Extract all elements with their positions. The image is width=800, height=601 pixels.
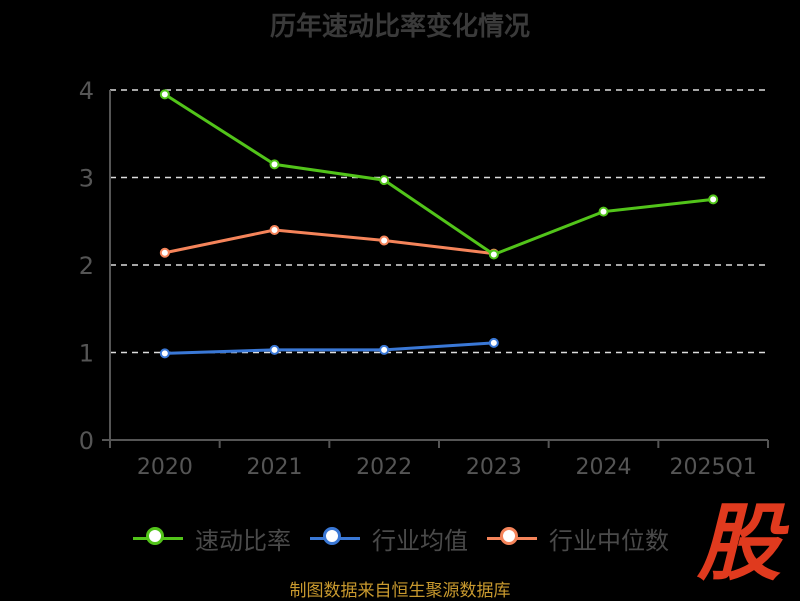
legend-item-industry-mean[interactable]: 行业均值 bbox=[310, 518, 468, 558]
legend-swatch bbox=[487, 526, 537, 545]
data-point bbox=[488, 249, 499, 260]
chart-title: 历年速动比率变化情况 bbox=[269, 12, 530, 42]
legend-item-industry-median[interactable]: 行业中位数 bbox=[487, 518, 669, 558]
series-line bbox=[164, 93, 714, 256]
axes: 0 1 2 3 4 2020 2021 2022 2023 2024 2025Q1 bbox=[79, 77, 769, 480]
y-tick-label: 0 bbox=[79, 427, 94, 455]
legend-marker bbox=[500, 526, 518, 545]
data-point bbox=[159, 348, 170, 359]
data-point bbox=[379, 344, 390, 355]
legend-swatch bbox=[310, 526, 360, 545]
x-tick-label: 2022 bbox=[356, 455, 412, 480]
data-point bbox=[269, 225, 280, 235]
legend-swatch bbox=[133, 526, 183, 545]
x-tick-label: 2021 bbox=[247, 455, 303, 480]
brand-logo: 股 bbox=[696, 494, 781, 592]
data-point bbox=[159, 89, 170, 100]
data-point bbox=[269, 159, 280, 170]
series-line bbox=[164, 341, 494, 355]
y-tick-label: 4 bbox=[79, 77, 94, 105]
y-tick-label: 1 bbox=[79, 340, 94, 368]
source-note: 制图数据来自恒生聚源数据库 bbox=[289, 581, 511, 601]
data-point bbox=[269, 344, 280, 355]
x-tick-label: 2020 bbox=[137, 455, 193, 480]
y-tick-label: 3 bbox=[79, 165, 94, 193]
grid-lines bbox=[110, 89, 768, 354]
x-tick-label: 2025Q1 bbox=[670, 455, 757, 480]
data-point bbox=[379, 175, 390, 186]
data-point bbox=[708, 194, 719, 205]
data-point bbox=[379, 235, 390, 246]
legend-label: 行业均值 bbox=[372, 526, 468, 555]
legend-marker bbox=[146, 526, 164, 545]
legend-item-quick-ratio[interactable]: 速动比率 bbox=[133, 518, 291, 558]
series-lines bbox=[159, 89, 719, 359]
legend-label: 行业中位数 bbox=[549, 526, 669, 555]
legend-label: 速动比率 bbox=[195, 526, 291, 555]
x-tick-label: 2023 bbox=[466, 455, 522, 480]
data-point bbox=[159, 247, 170, 258]
data-point bbox=[598, 206, 609, 217]
x-tick-label: 2024 bbox=[576, 455, 632, 480]
legend-marker bbox=[323, 526, 341, 545]
data-point bbox=[488, 337, 499, 348]
y-tick-label: 2 bbox=[79, 252, 94, 280]
chart-legend: 速动比率 行业均值 行业中位数 bbox=[0, 518, 800, 558]
series-line bbox=[164, 228, 495, 256]
